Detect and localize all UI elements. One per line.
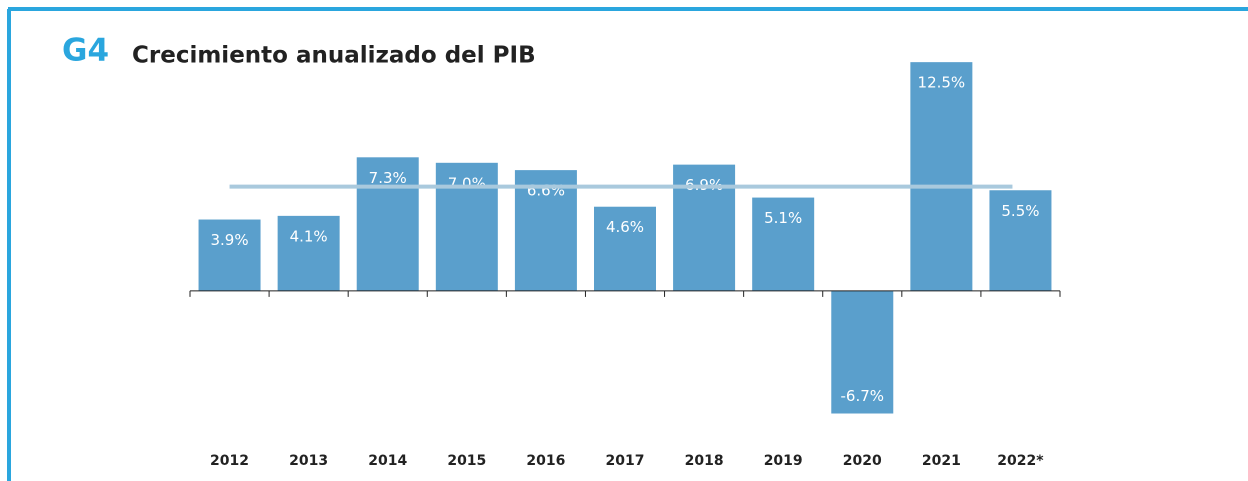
- data-label: 4.6%: [606, 218, 644, 236]
- data-label: 6.6%: [527, 182, 565, 200]
- data-label: 12.5%: [918, 74, 966, 92]
- bar: [514, 170, 577, 291]
- bar: [277, 215, 340, 291]
- x-tick-label: 2022*: [997, 453, 1044, 469]
- data-label: 3.9%: [210, 231, 248, 249]
- x-tick-label: 2015: [447, 453, 486, 469]
- x-tick-label: 2016: [526, 453, 565, 469]
- bar: [752, 197, 815, 291]
- x-tick-label: 2014: [368, 453, 407, 469]
- bar: [356, 157, 419, 291]
- x-tick-label: 2020: [843, 453, 882, 469]
- x-tick-label: 2018: [685, 453, 724, 469]
- chart-label: G4: [62, 33, 109, 69]
- bar: [594, 206, 656, 291]
- data-label: 5.1%: [764, 209, 802, 227]
- data-label: 5.5%: [1001, 202, 1039, 220]
- bar: [435, 162, 498, 291]
- bar: [831, 290, 894, 414]
- chart-title: Crecimiento anualizado del PIB: [132, 43, 536, 69]
- bar: [989, 190, 1052, 291]
- x-tick-label: 2013: [289, 453, 328, 469]
- bar: [198, 219, 261, 291]
- data-label: 7.0%: [448, 174, 486, 192]
- data-label: 7.3%: [369, 169, 407, 187]
- bar: [910, 62, 973, 291]
- x-tick-label: 2021: [922, 453, 961, 469]
- data-label: 4.1%: [290, 227, 328, 245]
- x-tick-label: 2012: [210, 453, 249, 469]
- x-tick-label: 2019: [764, 453, 803, 469]
- x-tick-label: 2017: [606, 453, 645, 469]
- data-label: -6.7%: [841, 387, 885, 405]
